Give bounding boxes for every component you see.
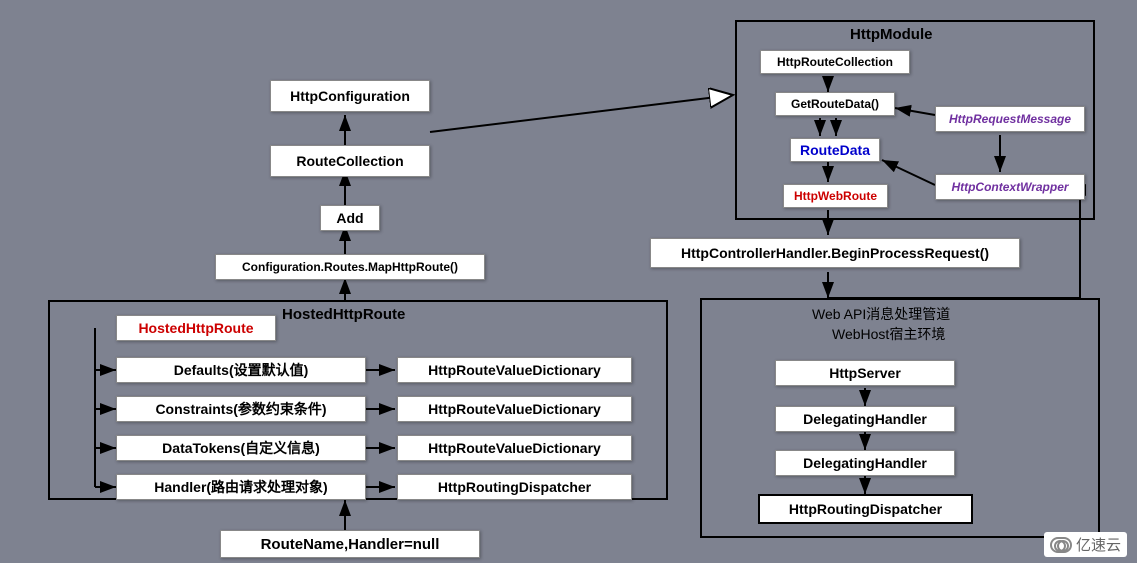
pipeline-title2: WebHost宿主环境 [832, 324, 945, 344]
defaults-box: Defaults(设置默认值) [116, 357, 366, 383]
http-routing-dispatcher-box-right: HttpRoutingDispatcher [758, 494, 973, 524]
route-data-box: RouteData [790, 138, 880, 162]
http-configuration-box: HttpConfiguration [270, 80, 430, 112]
http-route-collection-box: HttpRouteCollection [760, 50, 910, 74]
pipeline-title1: Web API消息处理管道 [812, 304, 950, 324]
hosted-frame-title: HostedHttpRoute [282, 306, 405, 323]
map-http-route-box: Configuration.Routes.MapHttpRoute() [215, 254, 485, 280]
dict3-box: HttpRouteValueDictionary [397, 435, 632, 461]
constraints-box: Constraints(参数约束条件) [116, 396, 366, 422]
watermark-logo: 亿速云 [1044, 532, 1127, 557]
dict2-box: HttpRouteValueDictionary [397, 396, 632, 422]
http-module-title: HttpModule [850, 26, 932, 43]
logo-text: 亿速云 [1076, 534, 1121, 555]
routename-box: RouteName,Handler=null [220, 530, 480, 558]
http-request-message-box: HttpRequestMessage [935, 106, 1085, 132]
http-context-wrapper-box: HttpContextWrapper [935, 174, 1085, 200]
get-route-data-box: GetRouteData() [775, 92, 895, 116]
http-web-route-box: HttpWebRoute [783, 184, 888, 208]
http-controller-handler-box: HttpControllerHandler.BeginProcessReques… [650, 238, 1020, 268]
datatokens-box: DataTokens(自定义信息) [116, 435, 366, 461]
route-collection-box: RouteCollection [270, 145, 430, 177]
logo-icon [1050, 537, 1072, 553]
delegating-handler-2-box: DelegatingHandler [775, 450, 955, 476]
http-server-box: HttpServer [775, 360, 955, 386]
add-box: Add [320, 205, 380, 231]
dict1-box: HttpRouteValueDictionary [397, 357, 632, 383]
delegating-handler-1-box: DelegatingHandler [775, 406, 955, 432]
http-routing-dispatcher-box-left: HttpRoutingDispatcher [397, 474, 632, 500]
hosted-http-route-box: HostedHttpRoute [116, 315, 276, 341]
handler-box: Handler(路由请求处理对象) [116, 474, 366, 500]
